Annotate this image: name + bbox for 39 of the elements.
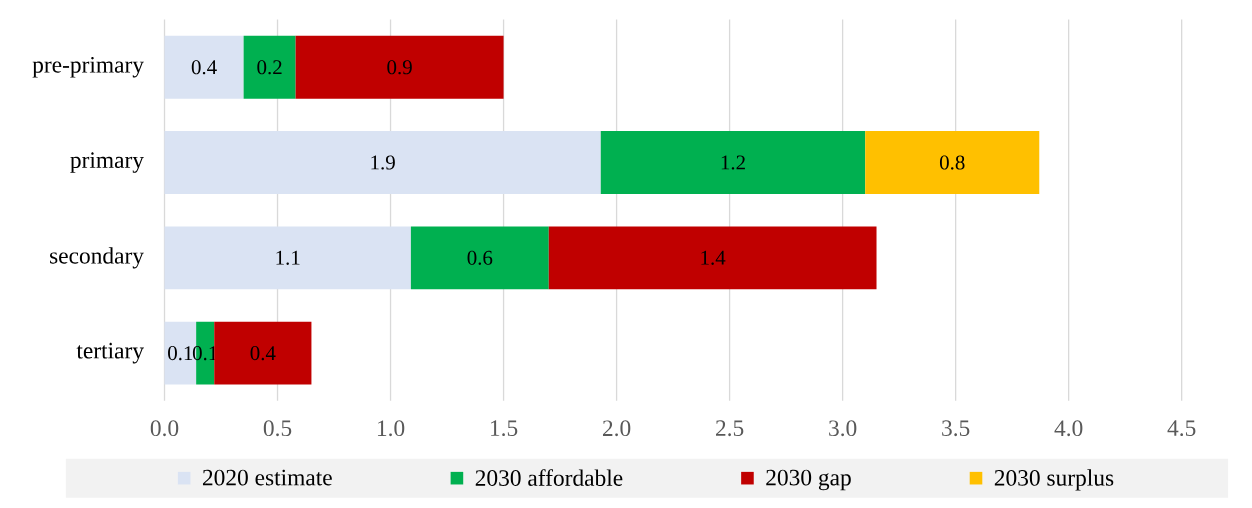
bar	[164, 226, 411, 290]
x-tick-label: 1.0	[377, 420, 405, 437]
y-tick-label: secondary	[50, 247, 144, 269]
bar	[214, 321, 312, 385]
data-label: 0.8	[939, 155, 965, 170]
x-tick-label: 0.5	[263, 420, 292, 437]
data-label: 0.9	[387, 60, 412, 75]
bar	[410, 226, 549, 290]
data-label: 0.4	[191, 60, 217, 75]
bar	[164, 35, 244, 99]
bar	[600, 131, 866, 194]
bar	[548, 226, 877, 290]
y-tick-label: primary	[70, 152, 144, 173]
x-tick-label: 2.0	[602, 420, 631, 437]
x-tick-label: 4.0	[1054, 420, 1083, 437]
data-label: 1.1	[276, 250, 300, 265]
y-tick-label: pre-primary	[32, 56, 144, 78]
bar	[164, 131, 601, 194]
bar	[295, 35, 504, 99]
data-label: 0.2	[257, 60, 282, 75]
x-tick-label: 0.0	[150, 420, 179, 437]
x-tick-label: 2.5	[716, 420, 744, 437]
bar	[243, 35, 296, 99]
x-tick-label: 3.5	[942, 420, 970, 437]
data-label: 0.6	[467, 250, 493, 265]
data-label: 1.9	[371, 155, 395, 170]
x-tick-label: 3.0	[829, 420, 857, 437]
legend-label: 2020 estimate	[202, 469, 332, 486]
data-label: 0.4	[250, 346, 276, 361]
x-tick-label: 1.5	[490, 420, 518, 437]
data-label: 1.2	[721, 155, 745, 170]
legend-label: 2030 gap	[766, 469, 851, 491]
bar	[865, 131, 1040, 194]
x-tick-label: 4.5	[1167, 420, 1196, 437]
legend-label: 2030 affordable	[475, 469, 623, 486]
y-tick-label: tertiary	[76, 342, 144, 364]
legend-label: 2030 surplus	[994, 469, 1114, 491]
data-label: 1.4	[701, 250, 726, 265]
data-label: 0.1	[168, 346, 193, 361]
